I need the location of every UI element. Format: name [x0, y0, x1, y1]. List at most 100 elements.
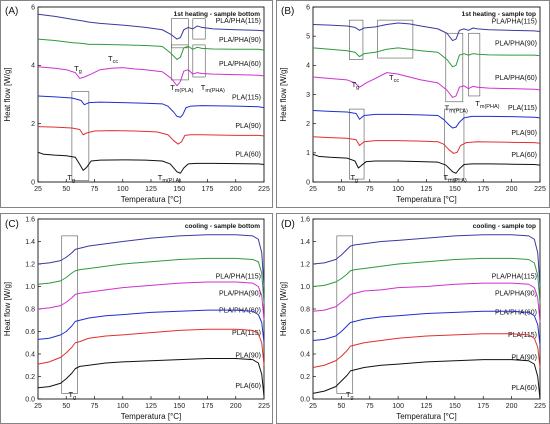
- series-line: [312, 234, 541, 287]
- series-label: PLA(60): [511, 152, 537, 159]
- series-line: [312, 310, 541, 346]
- y-tick-label: 0.8: [25, 306, 35, 313]
- series-label: PLA(60): [235, 383, 261, 390]
- y-tick-label: 1: [306, 150, 310, 157]
- y-tick-label: 0.2: [300, 374, 310, 381]
- x-tick-label: 25: [34, 403, 42, 410]
- y-tick-label: 0: [31, 179, 35, 186]
- series-label: PLA(90): [235, 352, 261, 359]
- x-tick-label: 100: [117, 186, 129, 193]
- y-tick-label: 3: [306, 92, 310, 99]
- series-label: PLA/PHA(90): [219, 290, 261, 297]
- panel-letter: (D): [281, 219, 295, 230]
- y-tick-label: 1.2: [300, 261, 310, 268]
- series-line: [37, 38, 265, 60]
- y-tick-label: 6: [306, 4, 310, 11]
- panel-letter: (A): [5, 6, 18, 17]
- temperature-annotation: Tm(PLA): [170, 83, 193, 94]
- x-tick-label: 175: [477, 403, 489, 410]
- y-tick-label: 2: [306, 121, 310, 128]
- x-tick-label: 125: [421, 403, 433, 410]
- panel-letter: (B): [281, 6, 294, 17]
- series-label: PLA(115): [508, 332, 537, 339]
- series-label: PLA/PHA(60): [219, 61, 261, 68]
- annotation-box: [336, 235, 354, 394]
- annotation-box: [61, 235, 78, 394]
- series-label: PLA(90): [235, 123, 261, 130]
- x-axis-title: Temperatura [°C]: [396, 412, 457, 421]
- series-label: PLA(90): [511, 355, 537, 362]
- series-label: PLA/PHA(90): [219, 37, 261, 44]
- chart-panel-0: (A) 1st heating - sample bottom 25 50 75 100 1…: [0, 0, 273, 208]
- series-label: PLA/PHA(115): [492, 274, 537, 281]
- temperature-annotation: Tg: [352, 80, 360, 91]
- annotation-box: [349, 19, 364, 60]
- plot-area: [312, 6, 541, 183]
- y-tick-label: 0.8: [300, 306, 310, 313]
- x-tick-label: 50: [62, 403, 70, 410]
- series-line: [37, 234, 265, 287]
- y-tick-label: 0.0: [300, 396, 310, 403]
- series-line: [312, 136, 541, 154]
- chart-panel-3: (D) cooling - sample top 25 50 75 100 125 150 17…: [276, 213, 550, 424]
- y-tick-label: 1.0: [25, 284, 35, 291]
- series-line: [37, 328, 265, 366]
- x-tick-label: 225: [258, 403, 270, 410]
- y-axis-title: Heat flow [W/g]: [3, 67, 12, 121]
- y-tick-label: 1.6: [25, 216, 35, 223]
- series-line: [312, 282, 541, 323]
- temperature-annotation: Tg: [346, 390, 354, 401]
- series-label: PLA/PHA(115): [216, 18, 261, 25]
- x-tick-label: 150: [449, 403, 461, 410]
- x-tick-label: 25: [309, 186, 317, 193]
- panel-frame: [0, 0, 273, 208]
- temperature-annotation: Tcc: [108, 54, 118, 65]
- x-tick-label: 225: [534, 186, 546, 193]
- x-tick-label: 175: [202, 186, 214, 193]
- x-tick-label: 150: [173, 403, 185, 410]
- series-line: [37, 151, 265, 174]
- x-axis-title: Temperatura [°C]: [396, 195, 457, 204]
- x-tick-label: 100: [392, 186, 404, 193]
- x-tick-label: 50: [337, 403, 345, 410]
- y-tick-label: 0.2: [25, 374, 35, 381]
- temperature-annotation: Tm(PLA): [445, 104, 468, 115]
- y-tick-label: 0.6: [300, 329, 310, 336]
- y-tick-label: 5: [306, 34, 310, 41]
- plot-area: [312, 218, 541, 400]
- y-axis-title: Heat flow [W/g]: [279, 282, 288, 336]
- y-tick-label: 6: [31, 4, 35, 11]
- series-line: [37, 66, 265, 87]
- panel-title: 1st heating - sample top: [462, 11, 536, 18]
- x-axis-title: Temperatura [°C]: [121, 195, 182, 204]
- y-tick-label: 1.4: [300, 239, 310, 246]
- series-line: [312, 359, 541, 400]
- temperature-annotation: Tg: [74, 64, 82, 75]
- series-line: [37, 95, 265, 118]
- x-tick-label: 200: [230, 186, 242, 193]
- y-tick-label: 2: [31, 121, 35, 128]
- x-axis-title: Temperatura [°C]: [121, 412, 182, 421]
- panel-title: 1st heating - sample bottom: [174, 11, 261, 18]
- y-tick-label: 0: [306, 179, 310, 186]
- annotation-box: [171, 18, 189, 49]
- panel-title: cooling - sample top: [473, 223, 536, 230]
- series-line: [312, 257, 541, 304]
- x-tick-label: 25: [309, 403, 317, 410]
- x-tick-label: 200: [230, 403, 242, 410]
- series-label: PLA(60): [511, 385, 537, 392]
- temperature-annotation: Tm(PHA): [201, 83, 225, 94]
- annotation-box: [377, 19, 414, 59]
- panel-letter: (C): [5, 219, 19, 230]
- temperature-annotation: Tm(PHA): [475, 99, 499, 110]
- series-line: [37, 281, 265, 321]
- y-tick-label: 1.0: [300, 284, 310, 291]
- x-tick-label: 225: [534, 403, 546, 410]
- annotation-box: [192, 44, 206, 78]
- y-tick-label: 1.2: [25, 261, 35, 268]
- x-tick-label: 225: [258, 186, 270, 193]
- y-tick-label: 1.4: [25, 239, 35, 246]
- series-label: PLA/PHA(90): [495, 41, 537, 48]
